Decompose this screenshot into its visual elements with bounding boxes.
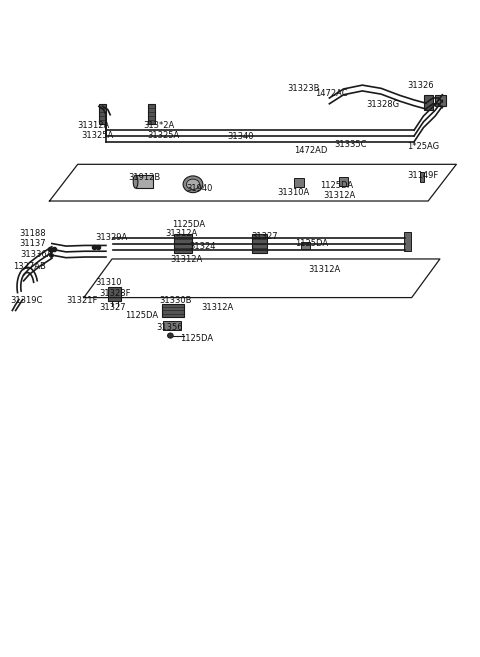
Bar <box>135 175 153 188</box>
Text: 31327: 31327 <box>252 232 278 241</box>
Text: 31912B: 31912B <box>128 173 160 183</box>
Text: 1125DA: 1125DA <box>180 334 213 343</box>
Bar <box>163 321 181 330</box>
Text: 1125DA: 1125DA <box>125 311 158 320</box>
Text: 31340: 31340 <box>227 132 253 141</box>
Text: 31325A: 31325A <box>82 131 114 140</box>
Text: 31312A: 31312A <box>308 265 340 274</box>
Ellipse shape <box>186 179 200 189</box>
Text: 31335C: 31335C <box>334 141 367 150</box>
Bar <box>162 304 184 317</box>
Text: 1125DA: 1125DA <box>296 239 329 248</box>
Text: 31188: 31188 <box>19 229 46 238</box>
Bar <box>148 104 156 124</box>
Text: 31310A: 31310A <box>277 187 310 196</box>
Bar <box>420 172 424 182</box>
Text: 31319C: 31319C <box>11 296 43 306</box>
Text: 31312A: 31312A <box>78 121 110 130</box>
Text: 31312A: 31312A <box>324 191 356 200</box>
Text: 1*25AG: 1*25AG <box>407 143 439 151</box>
Text: 31328F: 31328F <box>99 288 131 298</box>
Text: 31329A: 31329A <box>95 233 127 242</box>
Ellipse shape <box>168 333 173 338</box>
Text: 31324: 31324 <box>189 242 216 250</box>
Text: 31328G: 31328G <box>366 100 399 109</box>
Text: 1125DA: 1125DA <box>172 219 205 229</box>
Text: 31326: 31326 <box>407 81 433 90</box>
Bar <box>301 242 310 249</box>
Bar <box>174 235 192 252</box>
Text: 31336A: 31336A <box>20 250 52 259</box>
Text: 313*2A: 313*2A <box>144 121 175 130</box>
Text: 1125DA: 1125DA <box>320 181 353 190</box>
Text: 31940: 31940 <box>186 184 212 193</box>
Text: 1327AB: 1327AB <box>13 262 46 271</box>
Bar <box>339 177 348 185</box>
Text: 31330B: 31330B <box>159 296 192 306</box>
Text: 31356: 31356 <box>156 323 183 332</box>
Ellipse shape <box>133 175 138 188</box>
Text: 31312A: 31312A <box>166 229 198 238</box>
Ellipse shape <box>183 176 203 193</box>
Text: 31323B: 31323B <box>287 85 320 93</box>
Text: 31325A: 31325A <box>147 131 179 140</box>
Bar <box>252 235 267 252</box>
Text: 31137: 31137 <box>19 239 46 248</box>
Text: 31312A: 31312A <box>202 304 234 312</box>
Bar <box>294 178 304 187</box>
Text: 31149F: 31149F <box>407 171 438 180</box>
Text: 31310: 31310 <box>95 278 121 286</box>
Text: 31312A: 31312A <box>170 255 203 264</box>
Text: 1472AD: 1472AD <box>295 147 328 155</box>
Bar <box>424 95 433 110</box>
Bar <box>435 95 445 106</box>
Bar <box>99 104 107 124</box>
Text: 31321F: 31321F <box>66 296 97 306</box>
Text: 1472AC: 1472AC <box>315 89 348 98</box>
Bar <box>108 286 121 301</box>
Bar <box>404 232 411 251</box>
Text: 31327: 31327 <box>99 304 125 312</box>
